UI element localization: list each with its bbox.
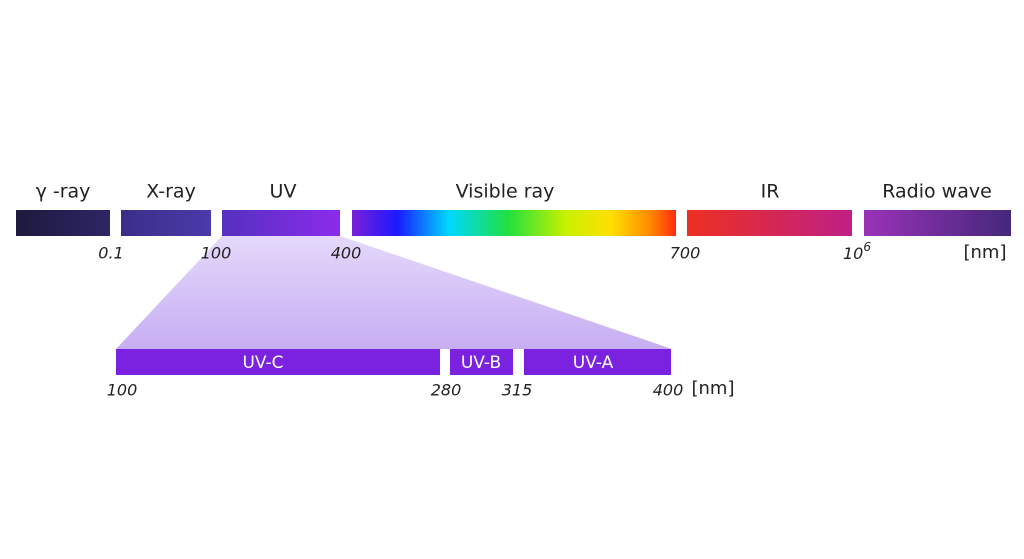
zoom-region bbox=[116, 236, 672, 349]
band-bar bbox=[222, 210, 340, 236]
band-bar bbox=[864, 210, 1011, 236]
band-label: UV bbox=[270, 181, 297, 203]
boundary-base: 10 bbox=[843, 244, 863, 263]
band-bar bbox=[687, 210, 852, 236]
band-bar bbox=[16, 210, 110, 236]
boundary-label: 100 bbox=[201, 244, 232, 263]
boundary-label: 400 bbox=[331, 244, 362, 263]
uv-band-label: UV-A bbox=[573, 353, 614, 373]
band-label: Visible ray bbox=[456, 181, 555, 203]
unit-label: [nm] bbox=[964, 242, 1007, 263]
boundary-label: 106 bbox=[843, 240, 871, 263]
band-label: Radio wave bbox=[882, 181, 992, 203]
boundary-label: 700 bbox=[670, 244, 701, 263]
uv-band-label: UV-B bbox=[461, 353, 501, 373]
boundary-label: 0.1 bbox=[98, 244, 123, 263]
uv-band-bar bbox=[116, 349, 440, 375]
band-bar bbox=[352, 210, 676, 236]
unit-label: [nm] bbox=[692, 378, 735, 399]
uv-boundary-label: 100 bbox=[107, 381, 138, 400]
uv-band-label: UV-C bbox=[242, 353, 283, 373]
uv-boundary-label: 280 bbox=[431, 381, 462, 400]
band-bar bbox=[121, 210, 211, 236]
band-label: γ -ray bbox=[36, 181, 91, 203]
uv-band-bar bbox=[524, 349, 671, 375]
uv-band-bar bbox=[450, 349, 513, 375]
band-label: IR bbox=[761, 181, 780, 203]
boundary-exponent: 6 bbox=[863, 240, 871, 254]
band-label: X-ray bbox=[146, 181, 196, 203]
uv-boundary-label: 315 bbox=[502, 381, 533, 400]
uv-boundary-label: 400 bbox=[653, 381, 684, 400]
